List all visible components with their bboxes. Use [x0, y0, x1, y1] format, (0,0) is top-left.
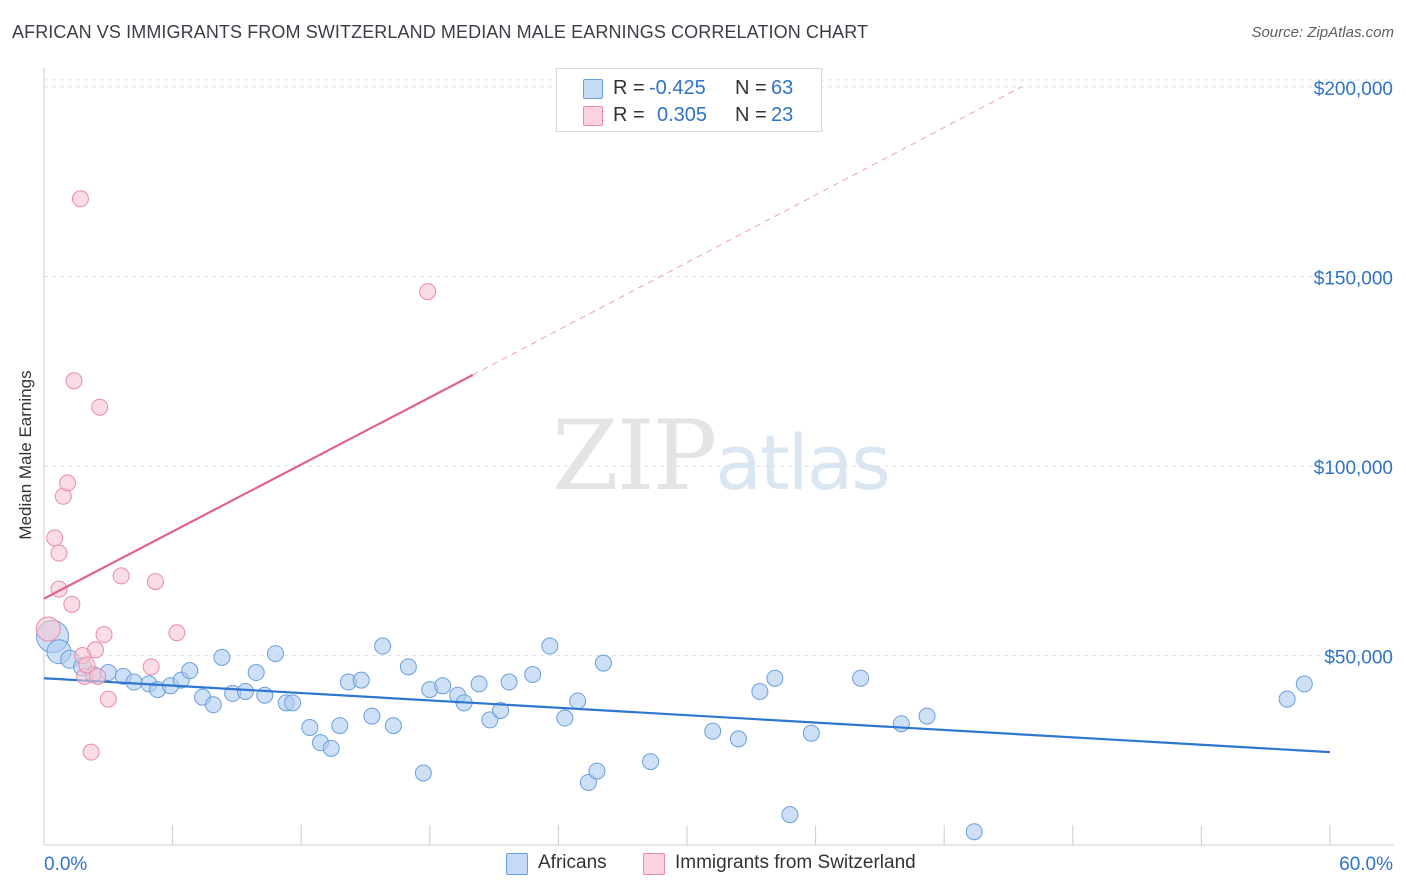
- bottom-legend-africans: Africans: [506, 850, 626, 878]
- data-point-africans: [1278, 690, 1296, 708]
- data-point-africans: [352, 671, 370, 689]
- data-point-switzerland: [142, 658, 160, 676]
- data-point-africans: [500, 673, 518, 691]
- watermark-zip: ZIP: [552, 400, 717, 512]
- data-point-switzerland: [95, 626, 113, 644]
- source-label: Source: ZipAtlas.com: [1251, 24, 1394, 41]
- data-point-africans: [213, 648, 231, 666]
- legend-n-label: N =: [735, 77, 767, 99]
- y-axis-label: Median Male Earnings: [16, 370, 35, 540]
- data-point-africans: [434, 677, 452, 695]
- data-point-africans: [802, 724, 820, 742]
- data-point-africans: [729, 730, 747, 748]
- data-point-africans: [852, 669, 870, 687]
- legend-r-value: 0.305: [657, 104, 708, 126]
- x-tick-label: 0.0%: [44, 854, 87, 875]
- data-point-africans: [414, 764, 432, 782]
- data-point-africans: [579, 773, 597, 791]
- bottom-legend-label: Africans: [538, 852, 607, 873]
- data-point-switzerland: [50, 544, 68, 562]
- watermark: ZIPatlas: [552, 400, 891, 512]
- legend-n-value: 63: [771, 77, 794, 99]
- legend-n-label: N =: [735, 104, 767, 126]
- data-point-switzerland: [63, 595, 81, 613]
- data-point-switzerland: [112, 567, 130, 585]
- data-point-africans: [399, 658, 417, 676]
- legend-r-label: R =: [613, 77, 645, 99]
- data-point-africans: [569, 692, 587, 710]
- watermark-atlas: atlas: [715, 418, 891, 507]
- data-point-switzerland: [89, 667, 107, 685]
- data-point-africans: [266, 645, 284, 663]
- data-point-africans: [588, 762, 606, 780]
- data-point-africans: [322, 739, 340, 757]
- trend-line-switzerland: [43, 374, 474, 600]
- data-point-africans: [766, 669, 784, 687]
- data-point-switzerland: [35, 616, 61, 642]
- data-point-africans: [1295, 675, 1313, 693]
- data-point-switzerland: [71, 190, 89, 208]
- data-point-switzerland: [146, 573, 164, 591]
- data-point-africans: [524, 665, 542, 683]
- data-point-africans: [781, 806, 799, 824]
- data-point-switzerland: [78, 656, 96, 674]
- stats-legend: R = -0.425 N = 63 R = 0.305 N = 23: [556, 68, 822, 132]
- data-point-africans: [236, 682, 254, 700]
- data-point-switzerland: [419, 283, 437, 301]
- data-point-africans: [363, 707, 381, 725]
- trend-line-africans: [43, 677, 1331, 754]
- data-point-africans: [642, 753, 660, 771]
- chart-title: AFRICAN VS IMMIGRANTS FROM SWITZERLAND M…: [12, 22, 869, 42]
- legend-r-label: R =: [613, 104, 645, 126]
- data-point-africans: [374, 637, 392, 655]
- bottom-legend-label: Immigrants from Switzerland: [675, 852, 916, 873]
- data-point-africans: [492, 701, 510, 719]
- data-point-africans: [594, 654, 612, 672]
- data-point-africans: [301, 719, 319, 737]
- bottom-legend-swatch-pink: [643, 853, 665, 875]
- data-point-africans: [541, 637, 559, 655]
- data-point-africans: [751, 682, 769, 700]
- data-point-africans: [965, 823, 983, 841]
- bottom-legend-swatch-blue: [506, 853, 528, 875]
- data-point-africans: [384, 717, 402, 735]
- data-point-switzerland: [91, 398, 109, 416]
- legend-row-africans: R = -0.425 N = 63: [557, 75, 821, 101]
- legend-swatch-blue: [583, 79, 603, 99]
- data-point-africans: [181, 662, 199, 680]
- y-tick-label: $150,000: [1314, 268, 1393, 289]
- data-point-africans: [247, 664, 265, 682]
- y-tick-label: $200,000: [1314, 79, 1393, 100]
- data-point-switzerland: [82, 743, 100, 761]
- data-point-africans: [331, 717, 349, 735]
- y-tick-label: $50,000: [1324, 647, 1393, 668]
- data-point-africans: [918, 707, 936, 725]
- data-point-africans: [284, 694, 302, 712]
- y-tick-label: $100,000: [1314, 458, 1393, 479]
- legend-r-value: -0.425: [649, 77, 706, 99]
- legend-swatch-pink: [583, 106, 603, 126]
- data-point-africans: [481, 711, 499, 729]
- data-point-africans: [470, 675, 488, 693]
- bottom-legend-switzerland: Immigrants from Switzerland: [643, 850, 943, 878]
- x-tick-label: 60.0%: [1339, 854, 1393, 875]
- data-point-switzerland: [46, 529, 64, 547]
- data-point-africans: [556, 709, 574, 727]
- data-point-switzerland: [59, 474, 77, 492]
- data-point-africans: [892, 715, 910, 733]
- trend-line-extension-switzerland: [472, 86, 1022, 376]
- data-point-switzerland: [65, 372, 83, 390]
- data-point-switzerland: [99, 690, 117, 708]
- data-point-africans: [204, 696, 222, 714]
- data-point-switzerland: [168, 624, 186, 642]
- data-point-africans: [704, 722, 722, 740]
- legend-n-value: 23: [771, 104, 794, 126]
- legend-row-switzerland: R = 0.305 N = 23: [557, 102, 821, 128]
